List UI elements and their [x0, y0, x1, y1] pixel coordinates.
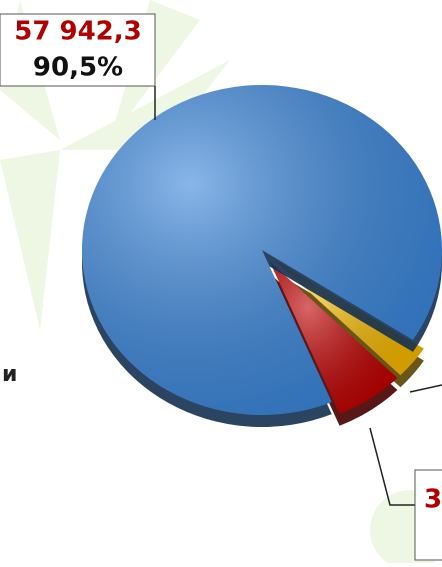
pie [82, 85, 442, 427]
percent-label: 90,5% [33, 53, 123, 83]
amount-label: 57 942,3 [14, 17, 141, 47]
annotation: и [2, 362, 17, 387]
annotation: 3 [424, 485, 442, 515]
label-box [415, 470, 442, 560]
leader-line [410, 385, 442, 392]
chart: 57 942,3 90,5% и 3 [0, 0, 442, 563]
